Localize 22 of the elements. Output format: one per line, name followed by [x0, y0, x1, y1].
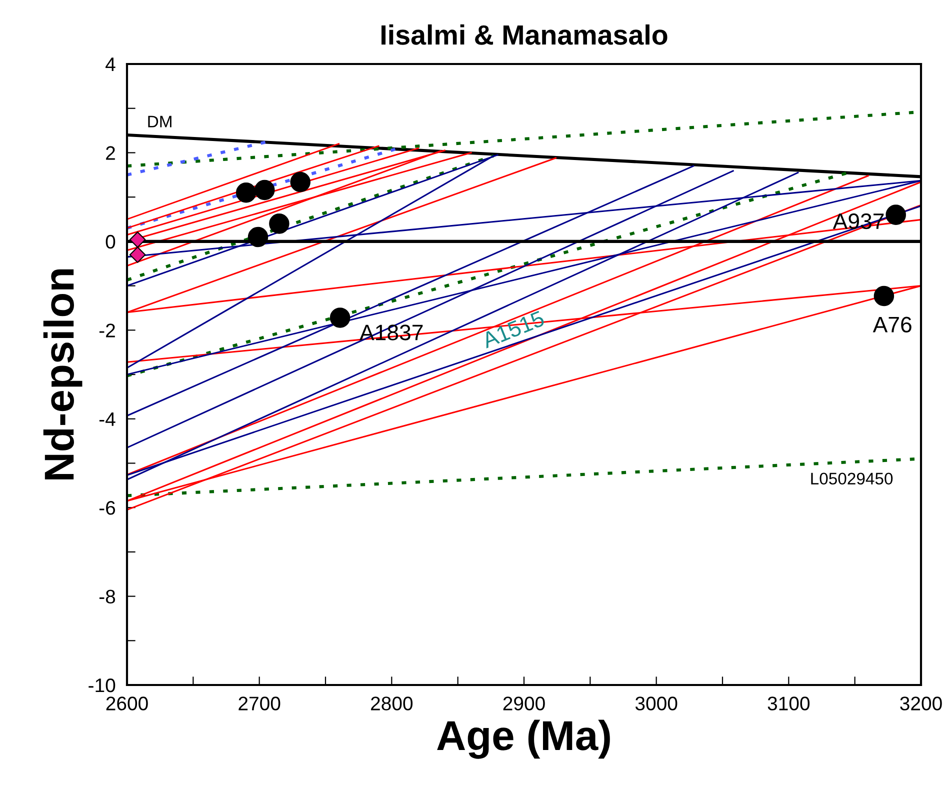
- y-tick-label: -8: [99, 590, 116, 604]
- y-tick-label: -4: [99, 412, 116, 426]
- x-tick-label: 2900: [503, 696, 545, 710]
- annotation: L05029450: [811, 472, 893, 485]
- y-tick-label: 2: [106, 146, 115, 160]
- y-tick-label: -6: [99, 501, 116, 515]
- annotation: A1515: [480, 310, 546, 349]
- y-tick-label: -10: [88, 678, 116, 692]
- x-tick-label: 3000: [635, 696, 678, 710]
- x-tick-label: 2800: [371, 696, 413, 710]
- x-tick-label: 3100: [768, 696, 810, 710]
- x-axis-title: Age (Ma): [437, 720, 610, 759]
- annotation: DM: [148, 116, 172, 128]
- y-tick-label: 0: [106, 234, 116, 249]
- y-axis-title: Nd-epsilon: [43, 269, 82, 480]
- chart-title: Iisalmi & Manamasalo: [382, 24, 668, 45]
- y-tick-label: -2: [99, 324, 115, 338]
- y-tick-label: 4: [106, 58, 116, 72]
- x-tick-label: 2700: [238, 696, 280, 710]
- annotation: A76: [872, 316, 912, 333]
- x-tick-label: 2600: [106, 696, 148, 710]
- x-tick-label: 3200: [900, 696, 942, 710]
